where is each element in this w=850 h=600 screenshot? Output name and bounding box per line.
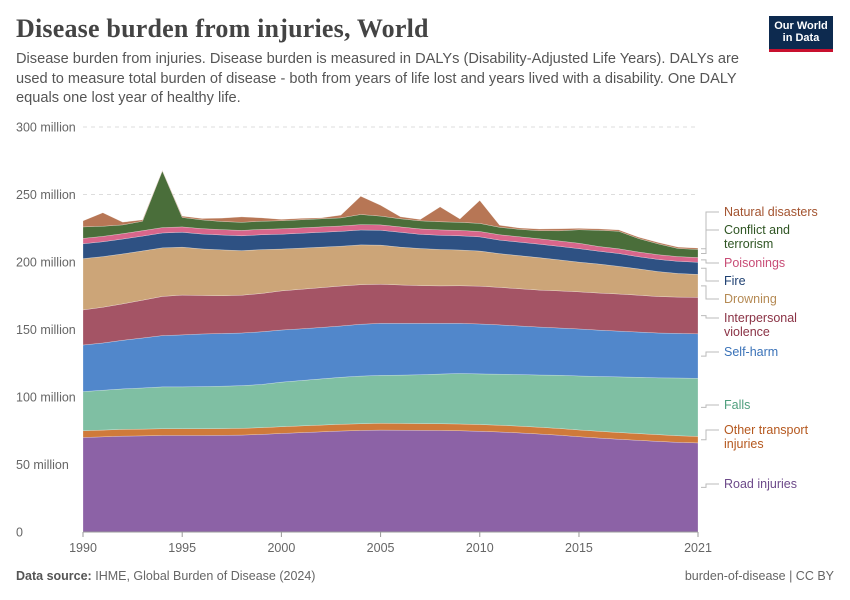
x-tick-label: 1990 (69, 541, 97, 555)
license-link[interactable]: burden-of-disease | CC BY (684, 569, 834, 583)
label-connector (701, 404, 719, 408)
series-label-conflict-and-terrorism[interactable]: terrorism (724, 237, 773, 251)
x-tick-label: 2000 (267, 541, 295, 555)
series-label-fire[interactable]: Fire (724, 274, 746, 288)
y-tick-label: 200 million (16, 256, 76, 270)
area-series (82, 169, 699, 533)
series-label-self-harm[interactable]: Self-harm (724, 345, 778, 359)
area-road-injuries[interactable] (82, 429, 699, 533)
series-label-interpersonal-violence[interactable]: Interpersonal (724, 311, 797, 325)
y-tick-label: 0 (16, 526, 23, 540)
data-source-text: IHME, Global Burden of Disease (2024) (95, 569, 316, 583)
series-label-conflict-and-terrorism[interactable]: Conflict and (724, 223, 790, 237)
y-tick-label: 50 million (16, 458, 69, 472)
data-source: Data source: IHME, Global Burden of Dise… (16, 569, 315, 583)
label-connector (701, 285, 719, 300)
label-connector (701, 315, 719, 319)
label-connector (701, 351, 719, 357)
x-tick-label: 2015 (565, 541, 593, 555)
series-label-other-transport-injuries[interactable]: injuries (724, 437, 764, 451)
area-natural-disasters[interactable] (82, 169, 699, 250)
series-label-natural-disasters[interactable]: Natural disasters (724, 205, 818, 219)
y-tick-label: 150 million (16, 323, 76, 337)
label-connector (701, 483, 719, 488)
chart-title: Disease burden from injuries, World (16, 14, 429, 43)
label-connector (701, 211, 719, 250)
series-label-drowning[interactable]: Drowning (724, 292, 777, 306)
stacked-area-chart: 0 50 million 100 million 150 million 200 mil… (16, 121, 818, 556)
label-connector (701, 229, 719, 254)
series-label-poisonings[interactable]: Poisonings (724, 256, 785, 270)
chart-subtitle: Disease burden from injuries. Disease bu… (16, 51, 739, 106)
x-tick-label: 1995 (168, 541, 196, 555)
y-tick-label: 100 million (16, 391, 76, 405)
series-label-other-transport-injuries[interactable]: Other transport (724, 423, 809, 437)
logo-line-1: Our World (774, 20, 828, 32)
logo-line-2: in Data (782, 32, 820, 44)
y-tick-label: 250 million (16, 188, 76, 202)
series-label-road-injuries[interactable]: Road injuries (724, 477, 797, 491)
y-tick-label: 300 million (16, 121, 76, 135)
label-connector (701, 259, 719, 264)
x-tick-label: 2005 (367, 541, 395, 555)
series-label-falls[interactable]: Falls (724, 398, 750, 412)
series-label-interpersonal-violence[interactable]: violence (724, 325, 770, 339)
x-tick-label: 2010 (466, 541, 494, 555)
axes: 0 50 million 100 million 150 million 200 mil… (16, 121, 712, 556)
label-connector (701, 267, 719, 282)
owid-logo[interactable]: Our World in Data (769, 16, 833, 52)
x-tick-label: 2021 (684, 541, 712, 555)
data-source-label: Data source: (16, 569, 92, 583)
label-connector (701, 429, 719, 441)
